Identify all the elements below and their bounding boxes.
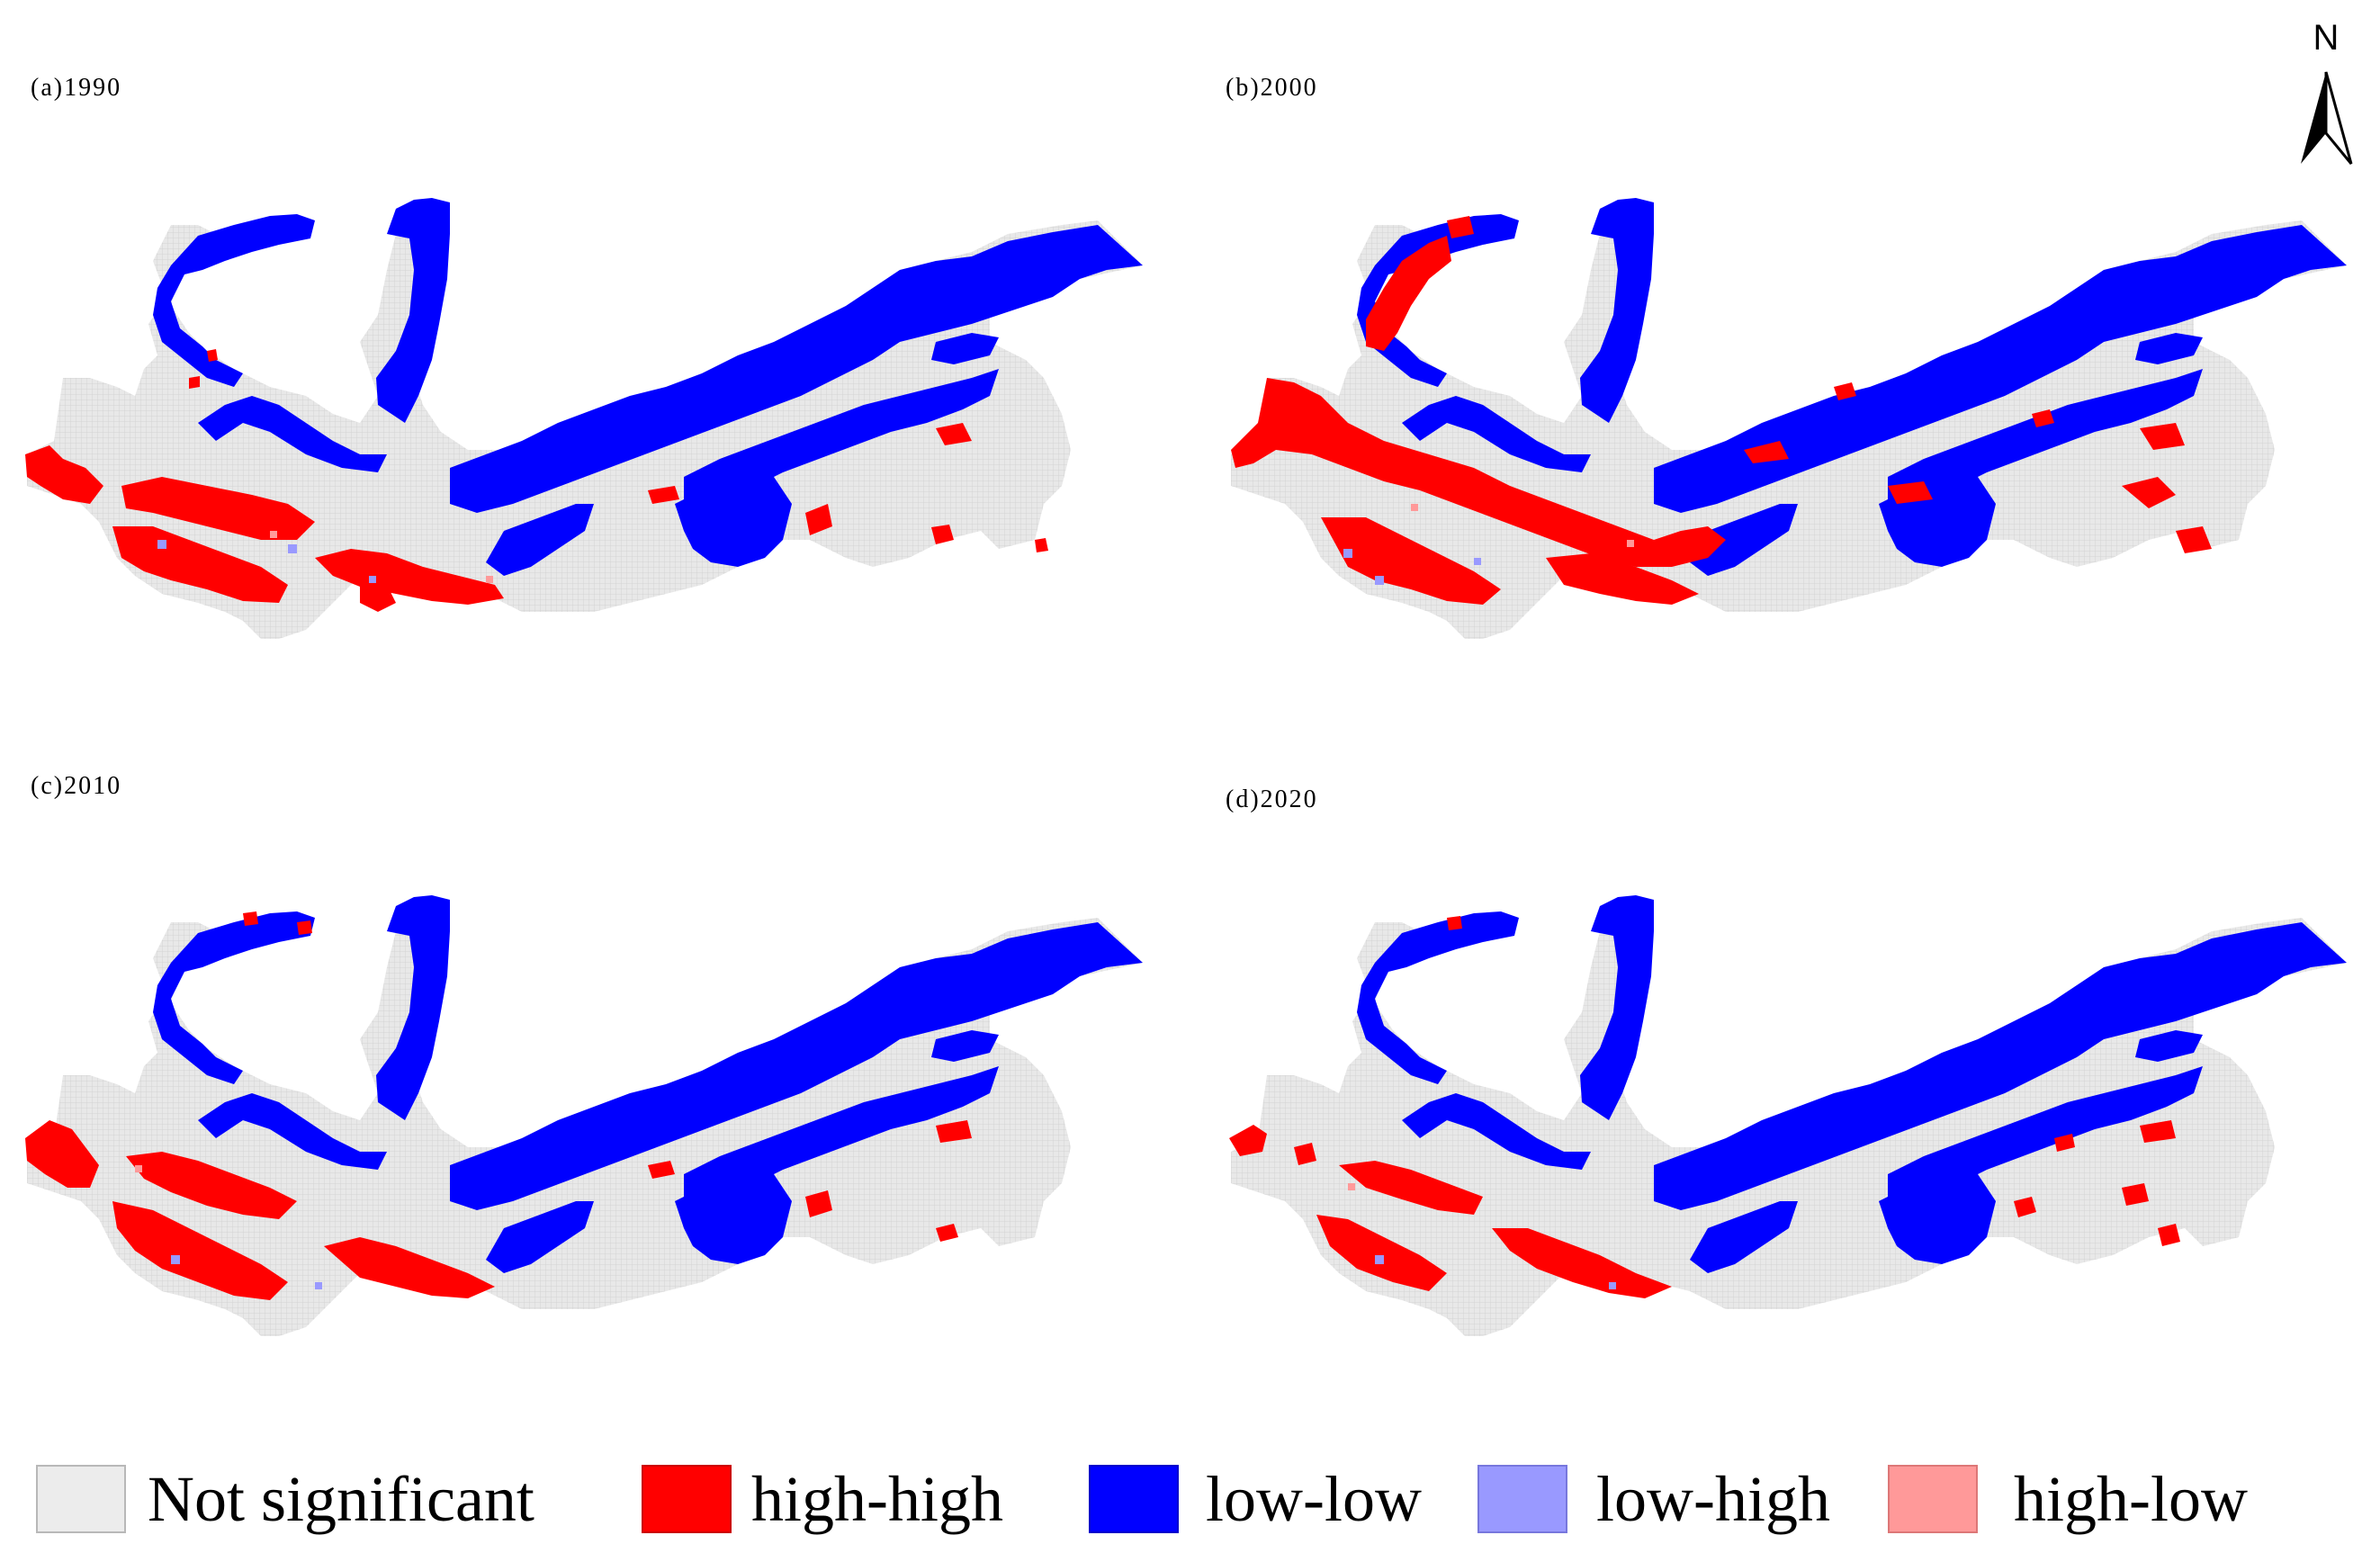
map-panel-a [25, 198, 1143, 639]
legend-swatch-high-high [642, 1465, 732, 1533]
north-letter: N [2313, 18, 2340, 58]
panel-label-c: (c)2010 [31, 772, 122, 800]
panel-label-a: (a)1990 [31, 74, 122, 102]
legend-label-low-high: low-high [1596, 1463, 1830, 1535]
legend: Not significant high-high low-low low-hi… [36, 1456, 2340, 1537]
north-arrow: N [2290, 18, 2362, 171]
maps-canvas [25, 198, 2347, 1336]
legend-swatch-high-low [1888, 1465, 1978, 1533]
legend-label-low-low: low-low [1206, 1463, 1422, 1535]
legend-swatch-low-low [1089, 1465, 1179, 1533]
legend-label-high-low: high-low [2014, 1463, 2248, 1535]
legend-swatch-not-significant [36, 1465, 126, 1533]
panel-label-b: (b)2000 [1226, 74, 1318, 102]
panel-label-d: (d)2020 [1226, 785, 1318, 813]
legend-label-high-high: high-high [751, 1463, 1003, 1535]
north-arrow-icon [2301, 71, 2353, 165]
map-panel-b [1231, 198, 2347, 639]
map-panel-d [1229, 895, 2347, 1336]
legend-label-not-significant: Not significant [148, 1463, 534, 1535]
legend-swatch-low-high [1477, 1465, 1567, 1533]
map-panel-c [25, 895, 1143, 1336]
